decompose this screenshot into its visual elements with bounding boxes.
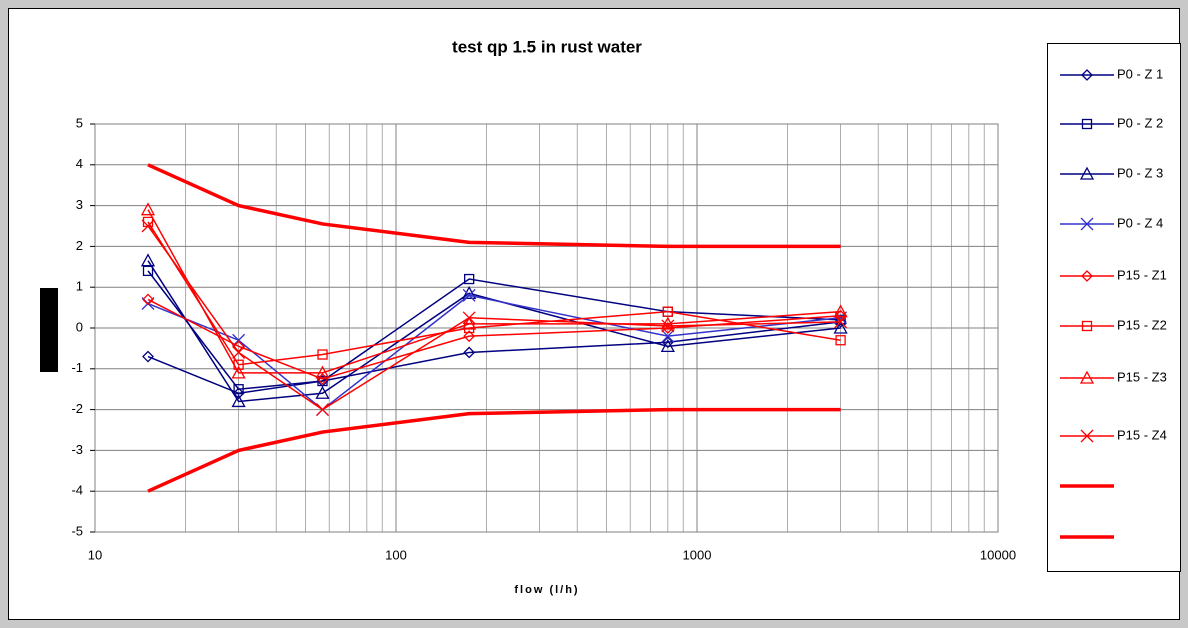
legend-label: P0 - Z 3 xyxy=(1117,165,1163,180)
marker xyxy=(317,375,328,387)
y-tick-label: -2 xyxy=(71,401,83,416)
legend-label: P0 - Z 1 xyxy=(1117,66,1163,81)
marker xyxy=(1080,429,1094,443)
marker xyxy=(315,365,330,379)
marker xyxy=(142,293,154,306)
legend-label: P15 - Z4 xyxy=(1117,427,1167,442)
series-line xyxy=(147,270,841,390)
marker xyxy=(462,311,476,325)
marker xyxy=(142,350,154,363)
marker xyxy=(1081,69,1093,81)
y-tick-label: 5 xyxy=(76,115,83,130)
legend-label: P15 - Z1 xyxy=(1117,267,1167,282)
legend-label: P0 - Z 2 xyxy=(1117,115,1163,130)
y-tick-label: -5 xyxy=(71,523,83,538)
x-tick-label: 10 xyxy=(88,547,102,562)
marker xyxy=(231,394,246,408)
legend-label: P15 - Z3 xyxy=(1117,369,1167,384)
marker xyxy=(834,315,848,329)
marker xyxy=(142,265,154,277)
y-tick-label: 0 xyxy=(76,319,83,334)
x-tick-label: 10000 xyxy=(980,547,1016,562)
marker xyxy=(1081,118,1093,130)
marker xyxy=(464,273,475,285)
y-tick-label: -1 xyxy=(71,360,83,375)
marker xyxy=(232,346,246,359)
marker xyxy=(660,339,675,353)
marker xyxy=(463,346,476,359)
series-line xyxy=(147,209,841,374)
marker xyxy=(141,297,155,310)
marker xyxy=(1080,217,1094,231)
series-line xyxy=(147,407,841,493)
marker xyxy=(232,387,245,400)
y-tick-label: 1 xyxy=(76,279,83,294)
y-tick-label: -3 xyxy=(71,442,83,457)
legend-label: P0 - Z 4 xyxy=(1117,215,1163,230)
marker xyxy=(462,316,477,330)
marker xyxy=(1081,320,1093,332)
marker xyxy=(140,253,156,267)
marker xyxy=(662,306,673,317)
series-line xyxy=(147,221,841,366)
y-tick-label: -4 xyxy=(71,483,83,498)
series-line xyxy=(147,321,841,395)
series-line xyxy=(147,163,841,249)
marker xyxy=(1081,270,1093,282)
marker xyxy=(661,329,675,343)
marker xyxy=(141,219,155,233)
marker xyxy=(317,349,328,360)
marker xyxy=(833,320,848,334)
marker xyxy=(462,288,476,302)
y-tick-label: 2 xyxy=(76,238,83,253)
marker xyxy=(661,336,674,349)
marker xyxy=(833,304,848,318)
marker xyxy=(1079,166,1095,180)
marker xyxy=(834,309,847,322)
marker xyxy=(463,330,476,343)
y-tick-label: 4 xyxy=(76,156,83,171)
series-line xyxy=(147,225,841,411)
y-tick-label: 3 xyxy=(76,197,83,212)
x-axis-label: flow (l/h) xyxy=(514,584,579,596)
marker xyxy=(140,202,156,216)
series-line xyxy=(147,260,841,403)
marker xyxy=(231,365,246,379)
legend-label: P15 - Z2 xyxy=(1117,317,1167,332)
marker xyxy=(835,335,846,346)
marker xyxy=(315,385,330,399)
series-line xyxy=(147,294,841,411)
marker xyxy=(661,319,675,333)
marker xyxy=(233,384,244,395)
marker xyxy=(1079,370,1095,384)
redacted-y-label xyxy=(40,288,58,372)
marker xyxy=(316,403,329,417)
chart-title: test qp 1.5 in rust water xyxy=(452,37,642,56)
x-tick-label: 100 xyxy=(385,547,407,562)
marker xyxy=(835,314,846,325)
legend-box xyxy=(1047,43,1181,572)
x-tick-label: 1000 xyxy=(683,547,712,562)
